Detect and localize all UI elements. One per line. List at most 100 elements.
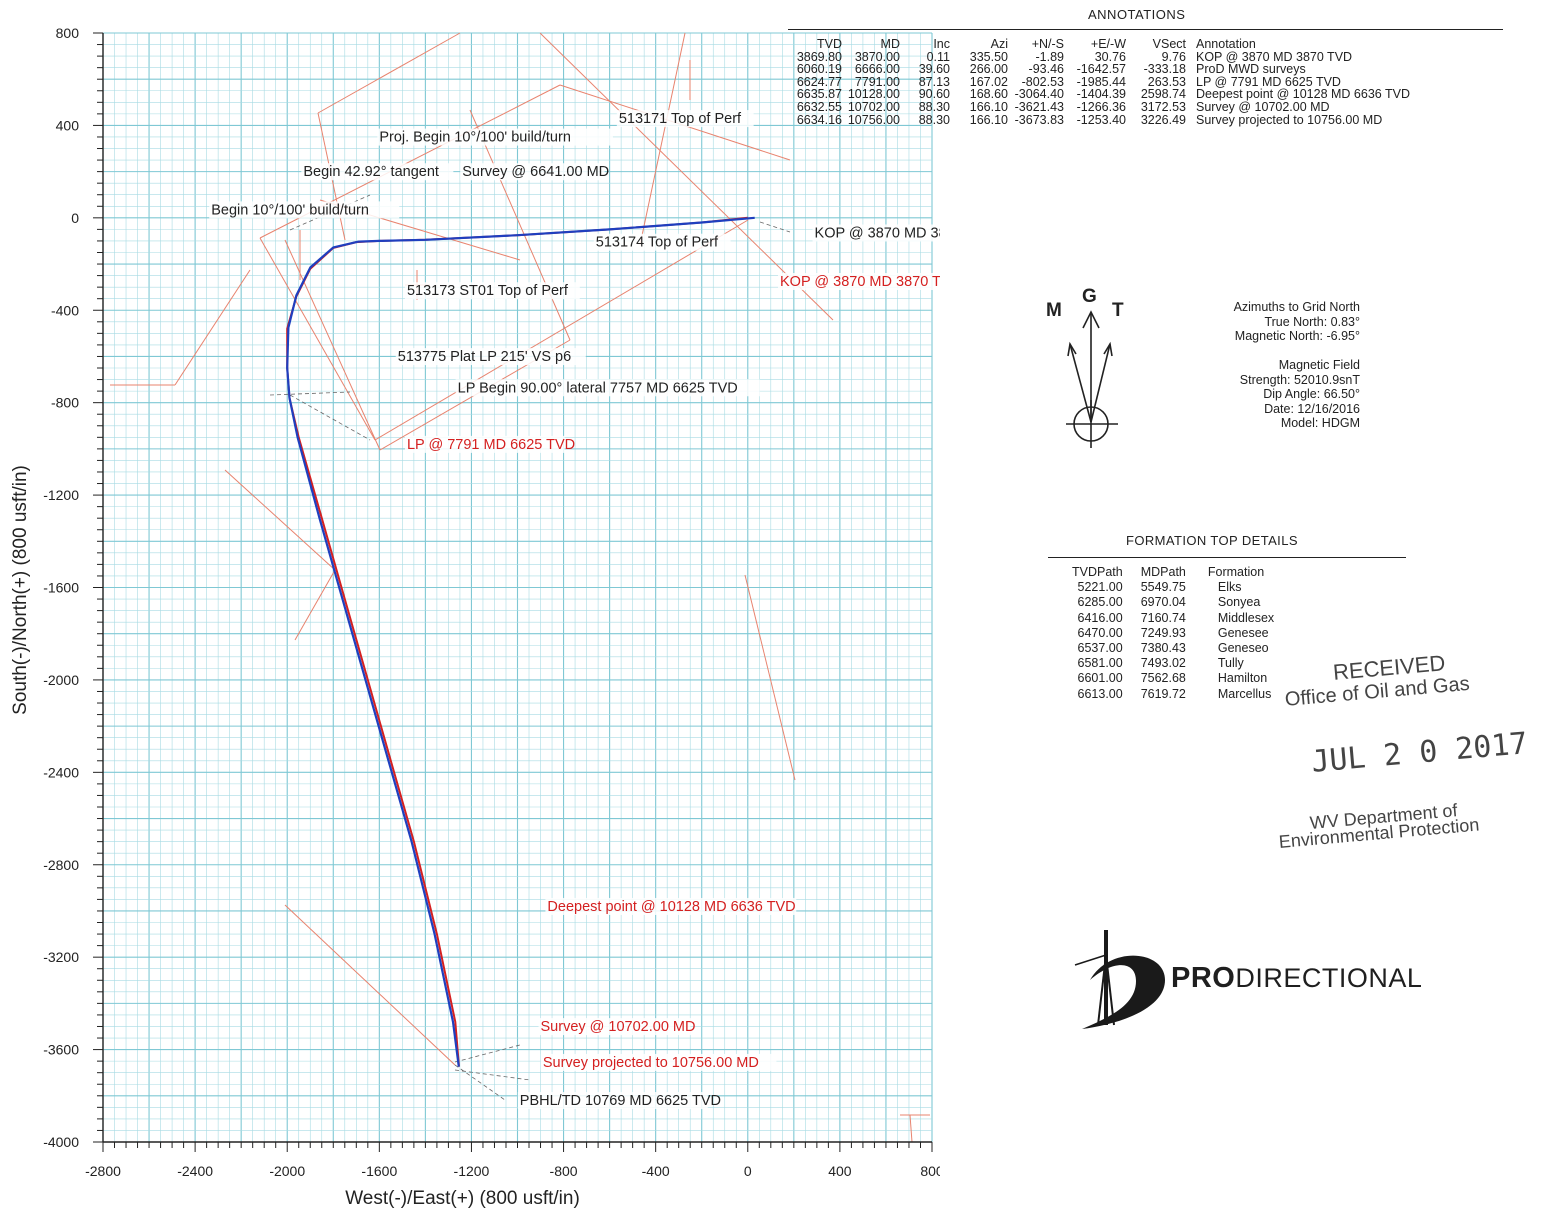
compass-label-t: T: [1112, 300, 1124, 321]
annotations-cell: 0.11: [926, 49, 950, 64]
y-tick-label: 400: [56, 117, 80, 133]
compass-label-g: G: [1082, 286, 1097, 307]
annotations-cell: -1253.40: [1076, 112, 1126, 127]
formation-row: 6613.00 7619.72 Marcellus: [1072, 687, 1274, 702]
annotation-bg: [460, 163, 605, 181]
annotations-cell: -3673.83: [1014, 112, 1064, 127]
plat-line: [374, 219, 749, 441]
formation-row: 6537.00 7380.43 Geneseo: [1072, 641, 1274, 656]
annotations-cell: -1266.36: [1076, 99, 1126, 114]
leader-line: [269, 391, 351, 396]
x-tick-label: -2800: [85, 1163, 121, 1179]
annotations-cell: 335.50: [969, 49, 1008, 64]
annotation-bg: [538, 1018, 691, 1036]
leader-line: [289, 394, 371, 441]
annotations-cell: 10128.00: [847, 87, 900, 102]
plat-line: [294, 569, 336, 641]
annotation-label: LP @ 7791 MD 6625 TVD: [407, 437, 575, 453]
formation-cell: Tully: [1217, 656, 1244, 671]
annotations-cell: 3869.80: [796, 49, 842, 64]
logo-text-bold: PRO: [1171, 962, 1236, 994]
x-tick-label: -2400: [177, 1163, 213, 1179]
annotation-bg: [377, 128, 613, 146]
formation-row: 6470.00 7249.93 Genesee: [1072, 626, 1274, 641]
y-tick-label: 0: [71, 210, 79, 226]
annotation-bg: [301, 163, 454, 181]
north-arrow-compass: M G T: [1046, 286, 1124, 448]
formation-rule: [1048, 557, 1406, 558]
annotation-label: Deepest point @ 10128 MD 6636 TVD: [547, 899, 795, 915]
compass-label-m: M: [1046, 300, 1062, 321]
annotations-cell: 88.30: [918, 112, 950, 127]
annotations-cell: 6634.16: [796, 112, 842, 127]
formation-row: 6285.00 6970.04 Sonyea: [1072, 595, 1274, 610]
formation-row: 5221.00 5549.75 Elks: [1072, 580, 1274, 595]
formation-row: 6581.00 7493.02 Tully: [1072, 656, 1274, 671]
y-tick-label: -4000: [43, 1134, 79, 1150]
plat-line: [224, 469, 336, 571]
annotations-header-cell: MD: [880, 37, 900, 51]
annotations-cell: -93.46: [1028, 62, 1064, 77]
annotations-cell: LP @ 7791 MD 6625 TVD: [1196, 74, 1341, 89]
annotation-label: LP Begin 90.00° lateral 7757 MD 6625 TVD: [458, 380, 738, 396]
x-tick-label: 400: [828, 1163, 852, 1179]
formation-title: FORMATION TOP DETAILS: [1126, 533, 1298, 548]
plat-line: [744, 574, 796, 781]
annotations-row: 6635.87 10128.00 90.60 168.60 -3064.40 -1404.…: [784, 88, 1410, 101]
annotation-label: Begin 42.92° tangent: [303, 164, 439, 180]
formation-row: 6601.00 7562.68 Hamilton: [1072, 671, 1274, 686]
annotation-bg: [517, 1092, 708, 1110]
annotations-cell: ProD MWD surveys: [1196, 62, 1306, 77]
annotations-cell: 10756.00: [847, 112, 900, 127]
north-info-line: Strength: 52010.9snT: [1239, 372, 1360, 387]
formation-cell: 6970.04: [1140, 595, 1186, 610]
annotations-header-cell: Azi: [990, 37, 1008, 51]
formation-table: TVDPath MDPath Formation 5221.00 5549.75 Elk…: [1072, 565, 1274, 702]
formation-cell: Genesee: [1217, 625, 1269, 640]
plat-line: [174, 269, 251, 386]
x-tick-label: -1200: [454, 1163, 490, 1179]
leader-line: [759, 221, 791, 233]
x-tick-label: 800: [920, 1163, 940, 1179]
plat-line: [469, 109, 571, 341]
annotations-cell: 3226.49: [1140, 112, 1186, 127]
formation-cell: Middlesex: [1217, 610, 1275, 625]
north-info-line: Azimuths to Grid North: [1233, 300, 1360, 314]
annotations-cell: 10702.00: [847, 99, 900, 114]
annotation-label: Survey @ 10702.00 MD: [541, 1019, 696, 1035]
annotations-header-cell: +E/-W: [1090, 37, 1126, 51]
formation-cell: Sonyea: [1217, 595, 1261, 610]
annotations-row: 6624.77 7791.00 87.13 167.02 -802.53 -1985.44…: [784, 76, 1410, 89]
formation-cell: 7249.93: [1140, 625, 1186, 640]
annotation-label: Survey @ 6641.00 MD: [462, 164, 609, 180]
formation-cell: Marcellus: [1217, 686, 1272, 701]
annotation-label: KOP @ 3870 MD 3870 TVD: [815, 225, 940, 241]
annotations-cell: 6624.77: [796, 74, 842, 89]
y-tick-label: -1600: [43, 580, 79, 596]
annotations-cell: -3064.40: [1014, 87, 1064, 102]
prodirectional-logo-text: PRODIRECTIONAL: [1171, 962, 1422, 995]
y-tick-label: 800: [56, 25, 80, 41]
annotations-cell: 3172.53: [1140, 99, 1186, 114]
axes: -2800 -2400 -2000 -1600 -1200 -800 -400 0 400 800…: [10, 25, 940, 1209]
plat-line: [909, 1114, 913, 1143]
annotation-bg: [395, 348, 586, 366]
formation-header-cell: MDPath: [1140, 565, 1186, 579]
annotations-cell: Deepest point @ 10128 MD 6636 TVD: [1196, 87, 1410, 102]
annotations-row: 6060.19 6666.00 39.60 266.00 -93.46 -1642.57 -…: [784, 63, 1410, 76]
annotations-cell: 30.76: [1094, 49, 1126, 64]
annotations-header-cell: +N/-S: [1031, 37, 1064, 51]
annotations-cell: KOP @ 3870 MD 3870 TVD: [1196, 49, 1353, 64]
compass-arrows-icon: [1066, 310, 1118, 448]
annotations-cell: 87.13: [918, 74, 950, 89]
annotations-row: 6634.16 10756.00 88.30 166.10 -3673.83 -1253.…: [784, 112, 1410, 127]
formation-cell: 7380.43: [1140, 641, 1186, 656]
north-info-line: Date: 12/16/2016: [1264, 401, 1360, 416]
annotation-bg: [778, 272, 940, 290]
annotations-cell: 6060.19: [796, 62, 842, 77]
annotations-cell: 7791.00: [854, 74, 900, 89]
annotations-table: TVD MD Inc Azi +N/-S +E/-W VSect Annotation 386…: [784, 38, 1410, 126]
formation-cell: Geneseo: [1217, 641, 1269, 656]
plat-line: [284, 239, 381, 451]
y-tick-label: -2000: [43, 672, 79, 688]
